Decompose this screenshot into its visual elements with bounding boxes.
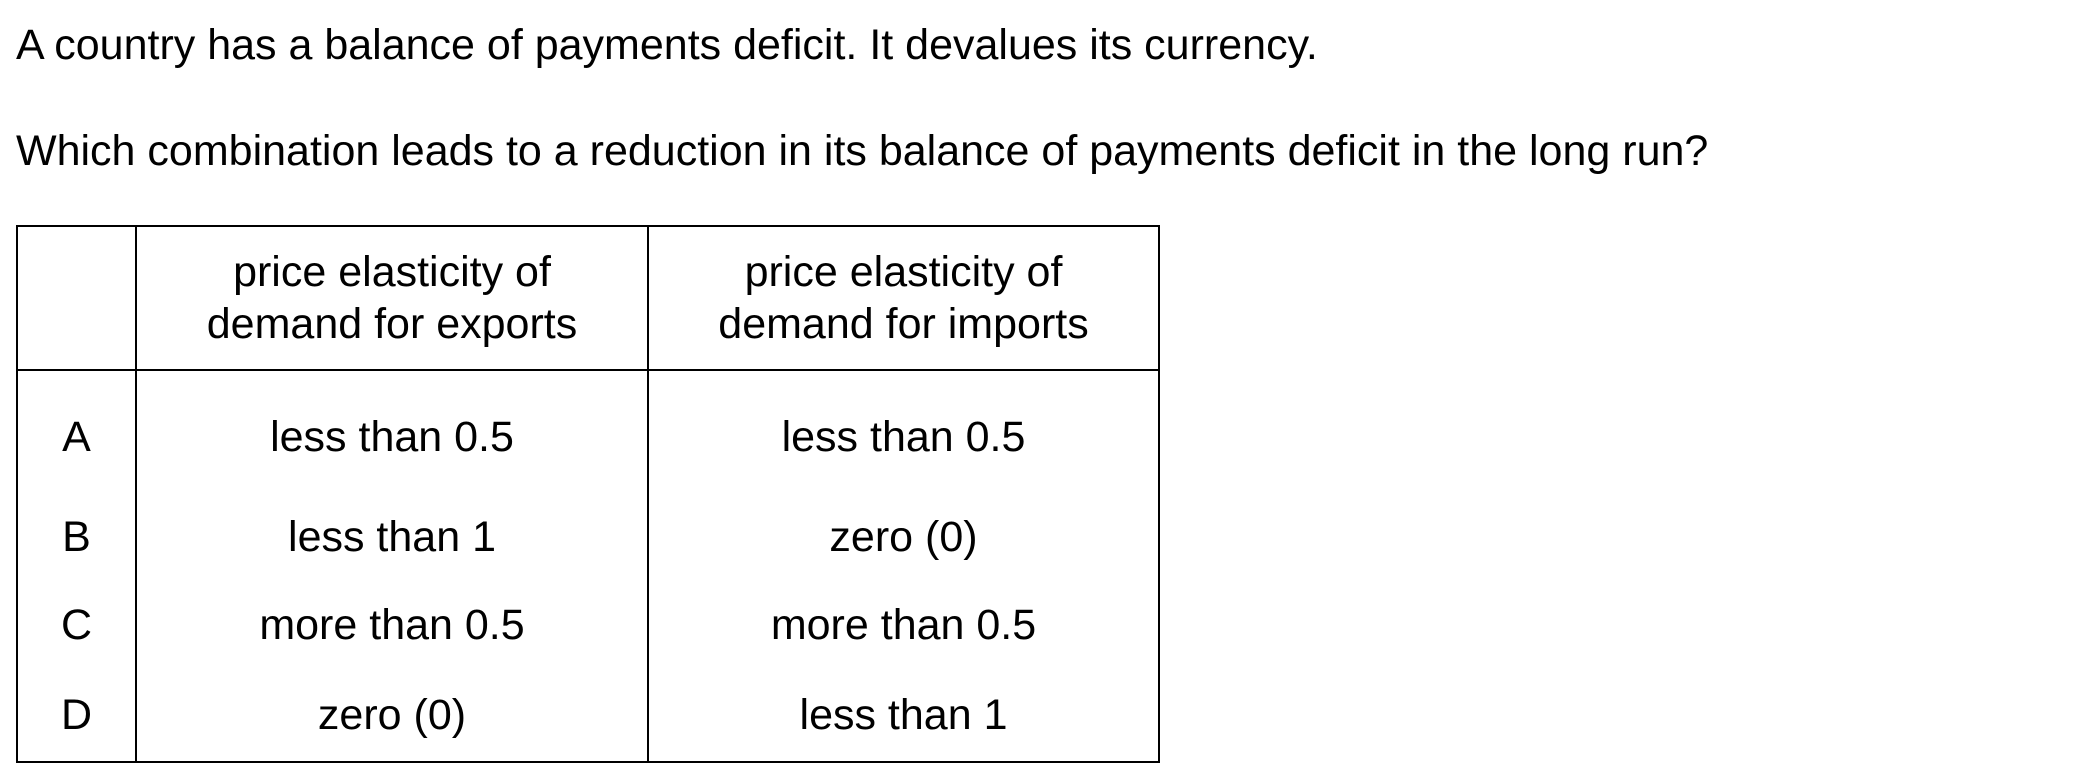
- header-imports-line2: demand for imports: [718, 300, 1089, 348]
- header-exports: price elasticity of demand for exports: [136, 225, 649, 371]
- option-letter: C: [16, 581, 137, 669]
- option-letter: A: [16, 370, 137, 493]
- header-imports-line1: price elasticity of: [744, 248, 1063, 296]
- table-row: D zero (0) less than 1: [16, 669, 1160, 763]
- header-imports: price elasticity of demand for imports: [648, 225, 1160, 371]
- option-letter: B: [16, 493, 137, 581]
- exports-cell: less than 0.5: [136, 370, 649, 493]
- header-letter-cell: [16, 225, 137, 371]
- imports-cell: more than 0.5: [648, 581, 1160, 669]
- exports-cell: zero (0): [136, 669, 649, 763]
- table-row: A less than 0.5 less than 0.5: [16, 370, 1160, 493]
- question-intro: A country has a balance of payments defi…: [16, 21, 1318, 69]
- imports-cell: less than 1: [648, 669, 1160, 763]
- imports-cell: zero (0): [648, 493, 1160, 581]
- header-exports-line2: demand for exports: [206, 300, 578, 348]
- option-letter: D: [16, 669, 137, 763]
- table-row: C more than 0.5 more than 0.5: [16, 581, 1160, 669]
- exports-cell: less than 1: [136, 493, 649, 581]
- question-prompt: Which combination leads to a reduction i…: [16, 127, 1709, 175]
- exports-cell: more than 0.5: [136, 581, 649, 669]
- table-header-row: price elasticity of demand for exports p…: [16, 225, 1160, 371]
- table-row: B less than 1 zero (0): [16, 493, 1160, 581]
- imports-cell: less than 0.5: [648, 370, 1160, 493]
- header-exports-line1: price elasticity of: [233, 248, 551, 296]
- options-table: price elasticity of demand for exports p…: [16, 225, 1160, 763]
